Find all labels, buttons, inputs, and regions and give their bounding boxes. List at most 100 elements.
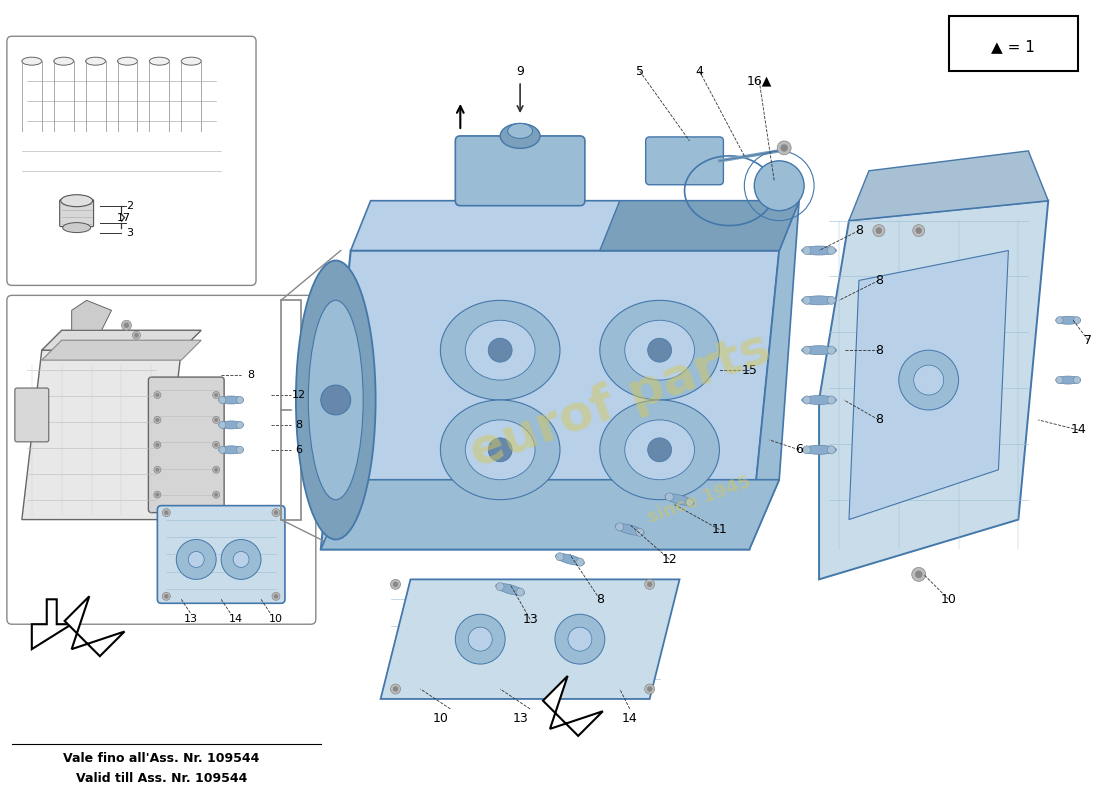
Circle shape xyxy=(390,684,400,694)
Circle shape xyxy=(212,442,220,448)
FancyBboxPatch shape xyxy=(948,16,1078,71)
Circle shape xyxy=(647,686,652,691)
Ellipse shape xyxy=(803,296,811,304)
Text: 10: 10 xyxy=(940,593,957,606)
Text: 11: 11 xyxy=(712,523,727,536)
Circle shape xyxy=(154,391,161,398)
Circle shape xyxy=(272,592,279,600)
Text: 6: 6 xyxy=(296,445,303,455)
Text: 5: 5 xyxy=(636,65,644,78)
Circle shape xyxy=(488,338,513,362)
FancyBboxPatch shape xyxy=(455,136,585,206)
FancyBboxPatch shape xyxy=(157,506,285,603)
Text: Vale fino all'Ass. Nr. 109544: Vale fino all'Ass. Nr. 109544 xyxy=(63,752,260,766)
Polygon shape xyxy=(22,350,182,519)
Ellipse shape xyxy=(1056,316,1080,324)
Text: 8: 8 xyxy=(248,370,254,380)
Circle shape xyxy=(272,509,279,517)
Ellipse shape xyxy=(150,57,169,65)
Circle shape xyxy=(176,539,217,579)
Text: 14: 14 xyxy=(1070,423,1086,436)
Ellipse shape xyxy=(625,420,694,480)
Circle shape xyxy=(393,582,398,587)
Circle shape xyxy=(214,468,218,471)
Ellipse shape xyxy=(465,320,535,380)
Ellipse shape xyxy=(615,524,645,535)
Text: 8: 8 xyxy=(874,274,883,287)
Text: 12: 12 xyxy=(292,390,306,400)
Circle shape xyxy=(915,571,922,578)
Ellipse shape xyxy=(802,246,836,255)
Ellipse shape xyxy=(827,296,835,304)
Ellipse shape xyxy=(496,582,504,590)
Text: ▲ = 1: ▲ = 1 xyxy=(991,38,1035,54)
Polygon shape xyxy=(42,330,201,350)
Ellipse shape xyxy=(236,397,243,403)
Ellipse shape xyxy=(803,346,811,354)
Ellipse shape xyxy=(803,246,811,254)
Ellipse shape xyxy=(827,446,835,454)
Circle shape xyxy=(393,686,398,691)
Ellipse shape xyxy=(219,446,225,454)
Circle shape xyxy=(154,466,161,474)
Polygon shape xyxy=(820,201,1048,579)
Ellipse shape xyxy=(556,553,564,561)
Text: 8: 8 xyxy=(596,593,604,606)
Ellipse shape xyxy=(236,422,243,429)
Text: 3: 3 xyxy=(126,227,133,238)
Ellipse shape xyxy=(685,498,694,506)
Ellipse shape xyxy=(86,57,106,65)
Circle shape xyxy=(781,144,788,151)
Ellipse shape xyxy=(625,320,694,380)
Polygon shape xyxy=(72,300,111,330)
Text: 14: 14 xyxy=(621,712,638,726)
Ellipse shape xyxy=(500,123,540,148)
Ellipse shape xyxy=(219,422,225,429)
Text: 9: 9 xyxy=(516,65,524,78)
Circle shape xyxy=(212,491,220,498)
Circle shape xyxy=(155,468,160,471)
Circle shape xyxy=(233,551,249,567)
Ellipse shape xyxy=(296,261,375,539)
Ellipse shape xyxy=(219,446,243,454)
Ellipse shape xyxy=(803,396,811,404)
Ellipse shape xyxy=(516,588,525,596)
Polygon shape xyxy=(749,201,799,550)
Circle shape xyxy=(274,594,278,598)
Circle shape xyxy=(214,394,218,397)
Polygon shape xyxy=(600,201,799,250)
Text: 15: 15 xyxy=(741,364,757,377)
Ellipse shape xyxy=(440,300,560,400)
Text: 4: 4 xyxy=(695,65,703,78)
Polygon shape xyxy=(543,676,603,736)
Text: 13: 13 xyxy=(185,614,198,624)
Ellipse shape xyxy=(600,300,719,400)
Text: 10: 10 xyxy=(270,614,283,624)
Text: since 1945: since 1945 xyxy=(646,473,754,526)
Polygon shape xyxy=(42,340,201,360)
Circle shape xyxy=(214,443,218,446)
Circle shape xyxy=(154,417,161,423)
Ellipse shape xyxy=(60,194,92,206)
Circle shape xyxy=(568,627,592,651)
Circle shape xyxy=(154,442,161,448)
Circle shape xyxy=(455,614,505,664)
FancyBboxPatch shape xyxy=(7,36,256,286)
Circle shape xyxy=(488,438,513,462)
FancyBboxPatch shape xyxy=(646,137,724,185)
Ellipse shape xyxy=(666,494,694,506)
Polygon shape xyxy=(321,250,779,550)
Circle shape xyxy=(873,225,884,237)
Circle shape xyxy=(155,418,160,422)
Ellipse shape xyxy=(556,554,584,566)
Circle shape xyxy=(212,466,220,474)
Circle shape xyxy=(899,350,958,410)
Text: 6: 6 xyxy=(795,443,803,456)
FancyBboxPatch shape xyxy=(59,200,94,226)
Circle shape xyxy=(913,225,925,237)
Ellipse shape xyxy=(1074,377,1080,384)
Ellipse shape xyxy=(827,246,835,254)
Text: 8: 8 xyxy=(855,224,862,237)
Circle shape xyxy=(645,579,654,590)
Circle shape xyxy=(155,493,160,497)
